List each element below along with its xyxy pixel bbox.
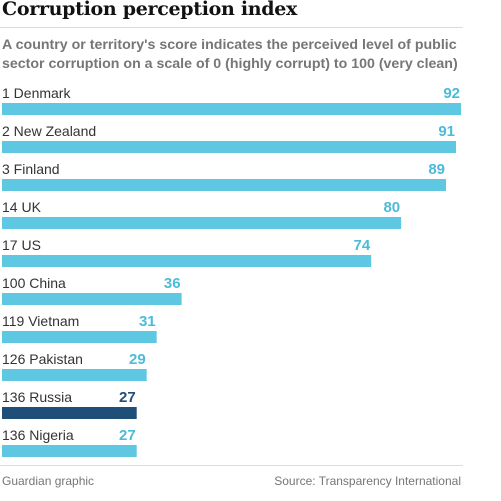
bar-2-new-zealand xyxy=(2,141,457,153)
category-label-17-us: 17 US xyxy=(2,237,41,253)
value-label-136-russia: 27 xyxy=(119,389,136,406)
chart-title: Corruption perception index xyxy=(2,0,298,20)
value-label-126-pakistan: 29 xyxy=(129,351,146,368)
graphic-credit: Guardian graphic xyxy=(2,474,95,488)
bar-136-nigeria xyxy=(2,445,137,457)
bar-119-vietnam xyxy=(2,331,157,343)
bar-126-pakistan xyxy=(2,369,147,381)
value-label-100-china: 36 xyxy=(164,275,181,292)
source-note: Source: Transparency International xyxy=(274,474,461,488)
value-label-2-new-zealand: 91 xyxy=(438,123,455,140)
category-label-126-pakistan: 126 Pakistan xyxy=(2,351,83,367)
category-label-1-denmark: 1 Denmark xyxy=(2,85,71,101)
bar-14-uk xyxy=(2,217,402,229)
category-label-3-finland: 3 Finland xyxy=(2,161,60,177)
value-label-119-vietnam: 31 xyxy=(139,313,156,330)
value-label-136-nigeria: 27 xyxy=(119,427,136,444)
category-label-136-nigeria: 136 Nigeria xyxy=(2,427,74,443)
category-label-2-new-zealand: 2 New Zealand xyxy=(2,123,96,139)
value-label-17-us: 74 xyxy=(354,237,371,254)
footer-divider xyxy=(0,465,463,466)
category-label-100-china: 100 China xyxy=(2,275,66,291)
bar-136-russia xyxy=(2,407,137,419)
bar-chart: 1 Denmark 92 2 New Zealand 91 3 Finland 89 14 … xyxy=(2,85,461,457)
bar-17-us xyxy=(2,255,372,267)
bar-3-finland xyxy=(2,179,447,191)
bar-1-denmark xyxy=(2,103,461,115)
value-label-14-uk: 80 xyxy=(383,199,400,216)
bar-100-china xyxy=(2,293,182,305)
category-label-119-vietnam: 119 Vietnam xyxy=(2,313,79,329)
category-label-136-russia: 136 Russia xyxy=(2,389,72,405)
title-divider xyxy=(0,27,463,28)
category-label-14-uk: 14 UK xyxy=(2,199,42,215)
value-label-3-finland: 89 xyxy=(428,161,445,178)
value-label-1-denmark: 92 xyxy=(443,85,460,102)
chart-subtitle: A country or territory's score indicates… xyxy=(2,37,458,72)
